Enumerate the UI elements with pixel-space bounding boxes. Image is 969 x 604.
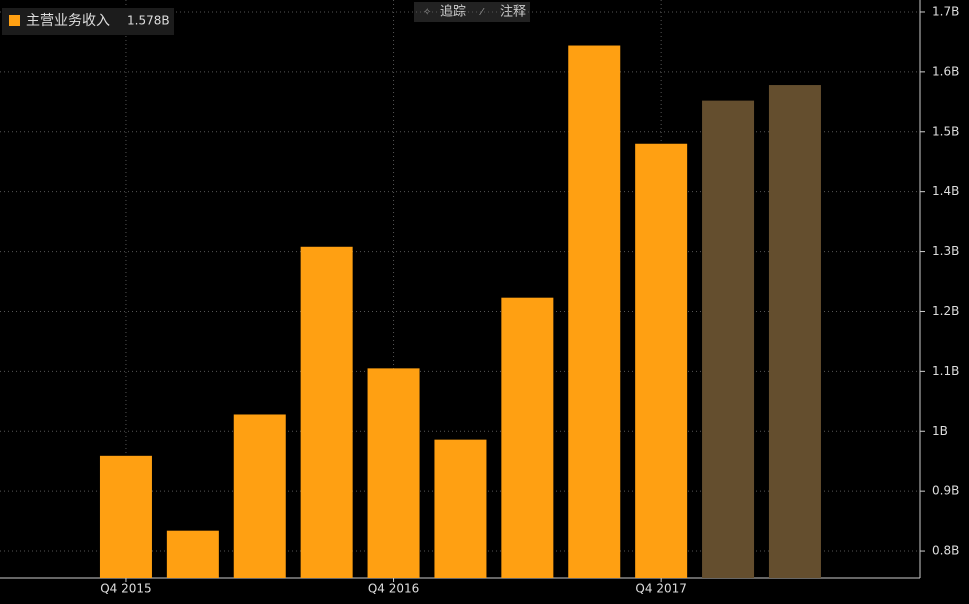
bar [635,143,688,579]
y-tick-label: 1B [932,424,948,438]
x-tick-label: Q4 2017 [635,582,686,596]
bar [501,297,554,578]
bar [702,100,755,578]
bar [99,455,152,578]
legend-label: 主营业务收入 [26,13,110,29]
trace-button[interactable]: ✧ 追踪 [423,4,466,20]
bar [300,246,353,578]
y-tick-label: 0.8B [932,544,959,558]
annotate-button[interactable]: ⁄ 注释 [479,5,526,20]
bar [166,530,219,578]
legend: 主营业务收入 1.578B [2,8,174,35]
y-tick-label: 1.3B [932,244,959,258]
bar [233,414,286,578]
legend-bg [2,8,174,35]
bar [568,45,621,579]
bar [768,85,821,578]
y-tick-label: 1.2B [932,304,959,318]
y-tick-label: 1.6B [932,64,959,78]
bar [434,439,487,578]
y-tick-label: 1.7B [932,4,959,18]
annotate-icon: ⁄ [479,7,485,18]
annotate-label[interactable]: 注释 [500,5,526,20]
x-tick-label: Q4 2015 [100,582,151,596]
y-tick-label: 1.1B [932,364,959,378]
legend-swatch [9,15,20,26]
x-tick-label: Q4 2016 [368,582,419,596]
trace-icon: ✧ [423,7,431,18]
y-tick-label: 0.9B [932,484,959,498]
bar [367,368,420,578]
y-tick-label: 1.5B [932,124,959,138]
trace-label[interactable]: 追踪 [440,4,466,20]
legend-value: 1.578B [127,14,170,28]
y-tick-label: 1.4B [932,184,959,198]
